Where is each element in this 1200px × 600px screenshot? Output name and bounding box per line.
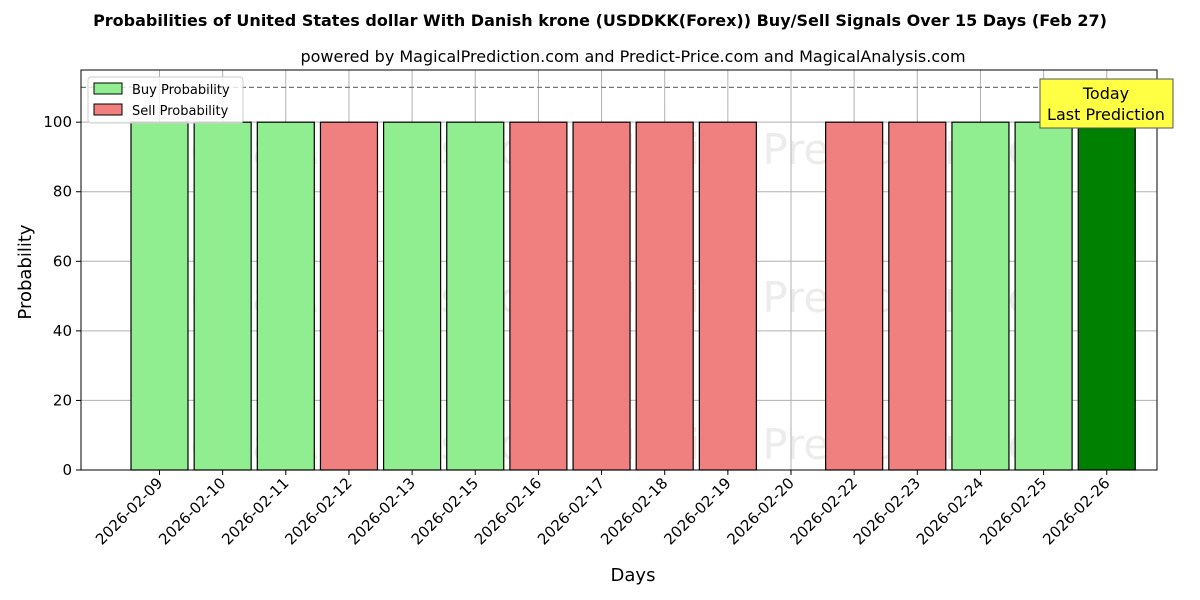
- bars: [130, 121, 1136, 471]
- x-tick-label-11: 2026-02-22: [787, 474, 861, 548]
- y-tick-label-1: 20: [53, 391, 72, 409]
- legend-swatch-sell: [93, 103, 123, 116]
- y-axis-label: Probability: [15, 224, 36, 319]
- buy-bar-13: [951, 121, 1010, 471]
- x-axis-ticks: 2026-02-092026-02-102026-02-112026-02-12…: [92, 470, 1114, 548]
- x-tick-label-1: 2026-02-10: [155, 474, 229, 548]
- x-tick-label-4: 2026-02-13: [345, 474, 419, 548]
- y-tick-label-3: 60: [53, 252, 72, 270]
- legend-label-buy: Buy Probability: [132, 83, 230, 98]
- legend-label-sell: Sell Probability: [132, 104, 229, 119]
- buy-bar-5: [446, 121, 505, 471]
- annotation-line-1: Today: [1082, 84, 1129, 103]
- x-tick-label-15: 2026-02-26: [1039, 474, 1113, 548]
- x-tick-label-12: 2026-02-23: [850, 474, 924, 548]
- sell-bar-11: [825, 121, 884, 471]
- x-tick-label-8: 2026-02-18: [597, 474, 671, 548]
- today-annotation: Today Last Prediction: [1039, 78, 1174, 129]
- y-tick-label-0: 0: [62, 461, 72, 479]
- sell-bar-9: [698, 121, 757, 471]
- legend-swatch-buy: [93, 82, 123, 95]
- buy-bar-14: [1014, 121, 1073, 471]
- legend: Buy Probability Sell Probability: [87, 76, 244, 124]
- x-tick-label-0: 2026-02-09: [92, 474, 166, 548]
- x-tick-label-2: 2026-02-11: [218, 474, 292, 548]
- buy-bar-4: [383, 121, 442, 471]
- sell-bar-6: [509, 121, 568, 471]
- buy-bar-2: [256, 121, 315, 471]
- buy-bar-0: [130, 121, 189, 471]
- chart-title: Probabilities of United States dollar Wi…: [93, 11, 1107, 30]
- buy-bar-1: [193, 121, 252, 471]
- y-tick-label-5: 100: [43, 113, 72, 131]
- x-tick-label-10: 2026-02-20: [723, 474, 797, 548]
- x-tick-label-14: 2026-02-25: [976, 474, 1050, 548]
- x-tick-label-13: 2026-02-24: [913, 474, 987, 548]
- annotation-box: [1039, 78, 1174, 129]
- chart-subtitle: powered by MagicalPrediction.com and Pre…: [300, 47, 965, 66]
- x-axis-label: Days: [611, 565, 656, 586]
- x-tick-label-7: 2026-02-17: [534, 474, 608, 548]
- x-tick-label-6: 2026-02-16: [471, 474, 545, 548]
- x-tick-label-5: 2026-02-15: [408, 474, 482, 548]
- sell-bar-8: [635, 121, 694, 471]
- y-tick-label-4: 80: [53, 183, 72, 201]
- sell-bar-7: [572, 121, 631, 471]
- buy-bar-15: [1077, 121, 1136, 471]
- x-tick-label-9: 2026-02-19: [660, 474, 734, 548]
- legend-box: [87, 76, 244, 124]
- plot-frame: [80, 69, 1158, 471]
- y-axis-ticks: 0 20 40 60 80 100: [43, 113, 81, 479]
- y-tick-label-2: 40: [53, 322, 72, 340]
- x-tick-label-3: 2026-02-12: [281, 474, 355, 548]
- sell-bar-12: [888, 121, 947, 471]
- sell-bar-3: [319, 121, 379, 471]
- annotation-line-2: Last Prediction: [1047, 105, 1165, 124]
